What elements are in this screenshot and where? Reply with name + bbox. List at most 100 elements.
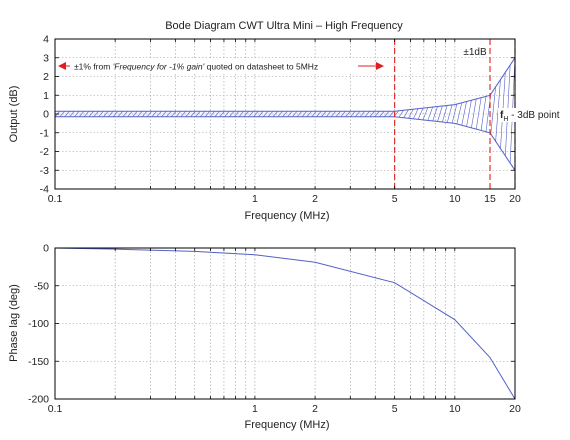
y-tick-label: -2 [40,146,49,158]
hatch-line [224,110,230,118]
x-tick-label: 20 [509,193,521,205]
range-annotation-italic: 'Frequency for -1% gain' [113,62,205,72]
hatch-line [243,110,249,118]
hatch-line [466,100,472,127]
x-tick-label: 10 [449,193,461,205]
hatch-line [359,110,366,118]
hatch-line [490,86,496,134]
y-tick-label: 3 [43,52,49,64]
hatch-line [364,110,370,118]
phase-y-axis-label: Phase lag (deg) [8,284,20,362]
hatch-line [233,110,240,118]
hatch-line [146,110,153,118]
gain-x-ticks: 0.1 1 2 5 10 15 20 [48,39,521,205]
gain-chart-series [55,57,516,171]
x-tick-label: 2 [312,193,318,205]
hatch-line [103,110,109,118]
hatch-line [442,105,448,123]
fh-label-bg [498,108,568,122]
range-annotation-prefix: ±1% from [74,62,113,72]
y-tick-label: 2 [43,71,49,83]
hatch-line [345,110,351,118]
phase-chart-frame [54,247,516,400]
gain-chart-title: Bode Diagram CWT Ultra Mini – High Frequ… [165,20,403,32]
fh-label-sub: H [503,116,508,123]
x-tick-label: 15 [484,193,496,205]
hatch-line [316,110,322,118]
hatch-line [301,110,308,118]
hatch-line [156,110,162,118]
y-tick-label: 0 [43,109,49,121]
hatch-line [321,110,327,118]
y-tick-label: -4 [40,184,49,196]
y-tick-label: 0 [43,243,49,255]
x-tick-label: 0.1 [48,193,63,205]
hatch-line [369,110,375,118]
gain-bound-line [55,57,516,112]
hatch-line [253,110,259,118]
phase-chart-series [54,247,516,400]
phase-y-ticks: -200 -150 -100 -50 0 [28,243,515,406]
x-tick-label: 2 [312,403,318,415]
phase-chart: 0.1 1 2 5 10 20 -200 -150 -100 -50 0 Frequency (M… [8,243,521,432]
gain-chart: Bode Diagram CWT Ultra Mini – High Frequ… [8,20,568,222]
gain-y-axis-label: Output (dB) [8,86,20,143]
hatch-line [335,110,341,118]
x-tick-label: 1 [252,403,258,415]
hatch-line [413,108,419,119]
range-annotation: ±1% from 'Frequency for -1% gain' quoted… [74,62,318,72]
hatch-line [88,110,94,118]
x-tick-label: 0.1 [48,403,63,415]
hatch-line [98,110,104,118]
hatch-line [127,110,133,118]
hatch-line [471,98,477,128]
fh-label: fH - 3dB point [500,110,560,123]
gain-y-ticks: -4 -3 -2 -1 0 1 2 3 4 [40,34,515,196]
range-annotation-suffix: quoted on datasheet to 5MHz [204,62,318,72]
hatch-line [340,110,346,118]
hatch-line [354,110,361,118]
hatch-line [437,105,443,122]
y-tick-label: -50 [34,280,49,292]
gain-x-axis-label: Frequency (MHz) [245,210,330,222]
hatch-line [292,110,298,118]
hatch-line [311,110,317,118]
hatch-line [64,110,70,118]
hatch-line [287,110,293,118]
hatch-line [262,110,269,118]
hatch-line [446,104,453,123]
hatch-line [403,109,409,118]
hatch-line [480,96,487,131]
hatch-line [185,110,191,118]
hatch-line [258,110,264,118]
hatch-line [325,110,332,118]
phase-x-ticks: 0.1 1 2 5 10 20 [48,248,521,415]
hatch-line [427,106,433,121]
hatch-line [379,110,385,118]
hatch-line [112,110,119,118]
range-text-bg [70,60,358,72]
hatch-line [277,110,283,118]
hatch-line [451,103,458,124]
phase-x-axis-label: Frequency (MHz) [245,419,330,431]
hatch-line [456,102,463,124]
hatch-line [166,110,172,118]
hatch-line [132,110,138,118]
hatch-line [190,110,196,118]
pm-1db-label: ±1dB [463,47,487,58]
phase-lag-line [54,247,516,400]
x-tick-label: 5 [392,193,398,205]
x-tick-label: 1 [252,193,258,205]
hatch-line [141,110,148,118]
hatch-line [417,107,424,120]
y-tick-label: -200 [28,394,49,406]
fh-label-rest: - 3dB point [508,110,559,121]
hatch-line [175,110,182,118]
hatch-line [350,110,356,118]
gain-bound-line [55,116,516,171]
y-tick-label: -1 [40,127,49,139]
y-tick-label: 4 [43,34,49,46]
fh-label-f: f [500,110,504,121]
hatch-line [170,110,177,118]
